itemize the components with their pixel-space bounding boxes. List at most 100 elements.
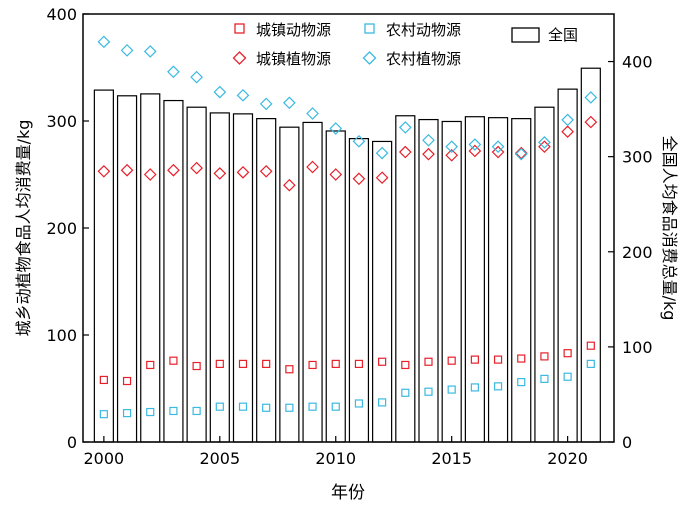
point-series3-2016 [468, 138, 482, 151]
point-series3-2017 [491, 140, 505, 154]
point-series2-2012 [375, 171, 389, 185]
point-series1-2007 [262, 403, 271, 412]
point-series0-2005 [215, 359, 224, 368]
point-series1-2006 [238, 402, 248, 411]
point-series1-2005 [215, 402, 224, 411]
point-series0-2010 [331, 359, 340, 368]
legend-marker-national [511, 27, 540, 43]
point-series0-2008 [285, 365, 294, 374]
legend-marker-rural-animal [364, 23, 375, 34]
y-right-tick-label-200: 200 [622, 243, 653, 262]
point-series1-2003 [169, 406, 178, 416]
point-series1-2012 [378, 398, 387, 407]
point-series2-2002 [143, 168, 157, 181]
point-series3-2005 [213, 85, 227, 99]
point-series0-2021 [586, 341, 595, 350]
bar-national-2018 [511, 118, 532, 443]
point-series3-2011 [352, 134, 366, 148]
bar-national-2012 [372, 140, 393, 443]
x-tick-label-2010: 2010 [315, 449, 356, 468]
bar-national-2010 [325, 130, 346, 443]
bar-national-2021 [580, 67, 601, 443]
point-series3-2021 [584, 91, 598, 104]
y-left-tick-label-200: 200 [46, 219, 77, 238]
point-series0-2017 [493, 355, 503, 364]
bar-national-2005 [209, 112, 230, 443]
point-series3-2004 [190, 70, 203, 84]
point-series1-2015 [447, 385, 456, 394]
bar-national-2014 [418, 118, 439, 443]
bar-national-2013 [395, 115, 416, 443]
point-series2-2021 [584, 115, 598, 129]
point-series2-2020 [561, 125, 574, 139]
bar-national-2008 [279, 126, 300, 443]
x-tick-label-2020: 2020 [547, 449, 588, 468]
point-series2-2013 [398, 145, 412, 159]
point-series0-2000 [99, 375, 108, 385]
point-series3-2018 [514, 147, 528, 161]
bar-national-2001 [116, 95, 138, 443]
point-series1-2004 [192, 406, 201, 416]
bars-layer [93, 67, 601, 443]
point-series0-2003 [169, 356, 178, 365]
legend-marker-rural-plant [362, 51, 377, 65]
legend-marker-urban-plant [232, 51, 247, 65]
point-series1-2021 [586, 359, 595, 368]
y-left-tick-label-0: 0 [67, 433, 77, 452]
point-series2-2009 [306, 160, 319, 174]
point-series3-2007 [259, 97, 273, 111]
point-series1-2017 [493, 382, 503, 391]
bar-national-2000 [93, 89, 114, 443]
x-tick-label-2005: 2005 [199, 449, 240, 468]
bar-national-2016 [464, 116, 485, 443]
point-series0-2015 [447, 356, 456, 365]
point-series3-2006 [236, 88, 250, 102]
ticks-layer: 2000 2005 2010 2015 2020 0 100 200 300 400 0 100 200… [46, 5, 652, 468]
y-right-tick-label-0: 0 [622, 433, 632, 452]
point-series3-2015 [445, 140, 459, 154]
point-series3-2001 [120, 44, 134, 57]
y-axis-label-right: 全国人均食品消费总量/kg [660, 136, 679, 321]
point-series0-2001 [122, 376, 132, 386]
point-series0-2007 [262, 359, 271, 368]
legend-marker-urban-animal [234, 23, 245, 34]
points-layer [97, 35, 598, 419]
x-tick-label-2000: 2000 [84, 449, 125, 468]
point-series3-2002 [143, 45, 157, 58]
point-series3-2009 [306, 107, 319, 120]
point-series1-2000 [99, 410, 108, 419]
bar-national-2004 [186, 106, 207, 443]
point-series0-2004 [192, 361, 201, 371]
point-series1-2020 [563, 372, 572, 381]
bar-national-2002 [140, 93, 161, 443]
point-series1-2001 [122, 409, 132, 418]
y-left-tick-label-300: 300 [46, 112, 77, 131]
point-series2-2003 [167, 163, 180, 177]
point-series1-2014 [424, 387, 433, 396]
point-series3-2012 [375, 146, 389, 160]
point-series0-2002 [146, 360, 155, 370]
legend-label-urban-plant: 城镇植物源 [256, 50, 331, 68]
point-series3-2010 [329, 122, 343, 135]
point-series2-2006 [236, 166, 250, 179]
bar-national-2017 [487, 117, 509, 443]
point-series1-2011 [354, 399, 364, 408]
point-series0-2012 [378, 357, 387, 366]
point-series2-2015 [445, 148, 459, 162]
bar-national-2020 [557, 88, 578, 443]
legend-label-rural-plant: 农村植物源 [386, 50, 461, 68]
point-series0-2016 [470, 355, 479, 364]
point-series2-2005 [213, 167, 227, 180]
legend-label-national: 全国 [548, 26, 578, 44]
point-series0-2006 [238, 359, 248, 368]
point-series2-2010 [329, 168, 343, 181]
point-series2-2017 [491, 145, 505, 159]
point-series2-2018 [514, 146, 528, 160]
point-series2-2014 [422, 147, 435, 161]
point-series3-2000 [97, 35, 111, 49]
point-series2-2004 [190, 161, 203, 175]
point-series2-2000 [97, 164, 111, 178]
point-series2-2008 [283, 178, 296, 192]
legend-label-urban-animal: 城镇动物源 [256, 21, 331, 39]
bar-national-2003 [163, 99, 184, 443]
